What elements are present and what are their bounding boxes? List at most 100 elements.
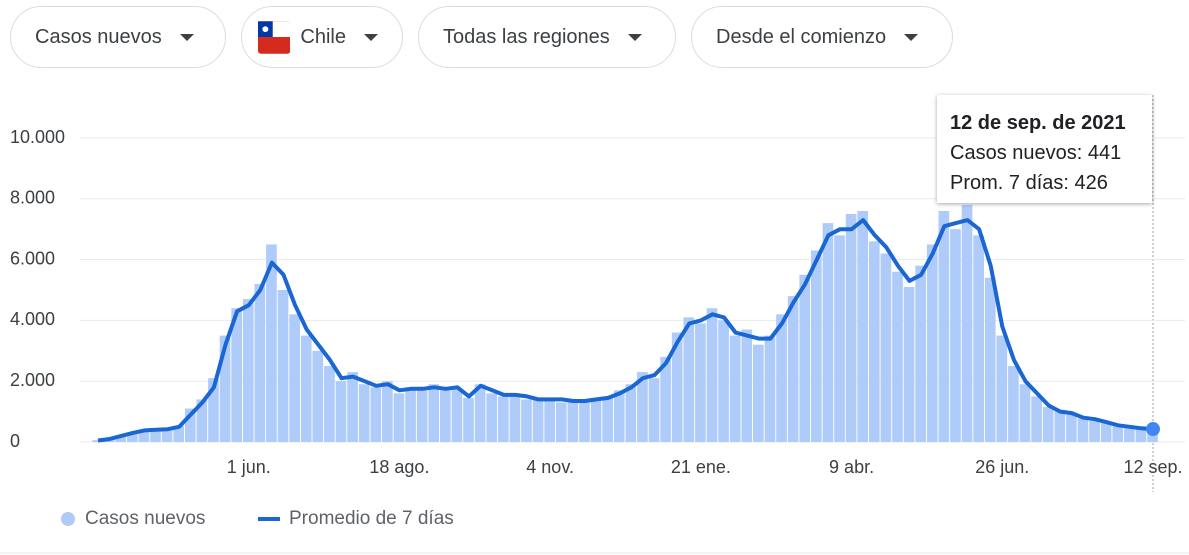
bar [474, 384, 486, 442]
bar [729, 335, 741, 442]
bar [973, 235, 984, 442]
bar [324, 366, 335, 442]
bar [463, 397, 474, 442]
bar [393, 393, 405, 442]
bar [1135, 428, 1147, 442]
bar [544, 400, 556, 442]
bar [1008, 366, 1019, 442]
bar [231, 308, 242, 442]
bar [219, 335, 231, 442]
dropdown-label: Desde el comienzo [716, 25, 887, 48]
x-tick-label: 21 ene. [671, 457, 731, 477]
legend-label: Promedio de 7 días [289, 508, 454, 529]
bar [289, 314, 300, 442]
x-tick-label: 4 nov. [526, 457, 574, 477]
bar [996, 335, 1008, 442]
bar [810, 250, 822, 442]
y-tick-label: 10.000 [10, 127, 65, 147]
bar [335, 381, 347, 442]
bar [880, 253, 892, 442]
bar [834, 235, 845, 442]
bar [1124, 427, 1135, 442]
bar [637, 372, 648, 442]
region-dropdown[interactable]: Todas las regiones [418, 6, 676, 68]
bar [509, 393, 521, 442]
average-line [97, 218, 1154, 443]
bar [706, 308, 718, 442]
bar [416, 390, 428, 442]
bar [961, 204, 973, 442]
bar [1031, 396, 1042, 442]
bar [555, 402, 567, 442]
x-tick-label: 18 ago. [369, 457, 429, 477]
bar [126, 432, 138, 442]
bar [254, 283, 266, 442]
bar [648, 378, 660, 442]
dropdown-arrow [627, 33, 642, 41]
tooltip: 12 de sep. de 2021 Casos nuevos: 441 Pro… [937, 95, 1152, 203]
y-tick-label: 6.000 [10, 248, 55, 268]
bar [787, 296, 799, 442]
bar [521, 399, 532, 442]
dropdown-label: Chile [300, 25, 346, 48]
bar [1042, 407, 1054, 442]
bar [1019, 384, 1031, 442]
bar [266, 244, 277, 442]
bar [984, 277, 996, 442]
legend-marker [61, 512, 75, 526]
bar [150, 430, 161, 442]
x-tick-label: 26 jun. [975, 457, 1029, 477]
y-tick-label: 2.000 [10, 370, 55, 390]
x-tick-label: 1 jun. [227, 457, 271, 477]
country-dropdown[interactable]: Chile [241, 6, 403, 68]
metric-dropdown[interactable]: Casos nuevos [10, 6, 226, 68]
bar [440, 390, 451, 442]
tooltip-row: Prom. 7 días: 426 [950, 168, 1139, 198]
bar [822, 223, 834, 442]
period-dropdown[interactable]: Desde el comienzo [691, 6, 953, 68]
bar [497, 396, 509, 442]
bar [868, 241, 880, 442]
x-tick-label: 12 sep. [1123, 457, 1182, 477]
bar [567, 399, 579, 442]
bar [613, 390, 625, 442]
dropdown-arrow [179, 33, 194, 41]
bar [753, 344, 764, 442]
bar [451, 388, 463, 442]
bar [845, 214, 857, 442]
bar [370, 387, 382, 442]
bar [776, 314, 787, 442]
bar [892, 271, 903, 442]
tooltip-row: Casos nuevos: 441 [950, 138, 1139, 168]
bar [1077, 418, 1089, 442]
bar [671, 332, 683, 442]
bar [382, 381, 393, 442]
dropdown-arrow [904, 33, 919, 41]
bar [358, 384, 370, 442]
bar [1089, 420, 1100, 442]
y-tick-label: 4.000 [10, 309, 55, 329]
bar [1100, 423, 1112, 442]
tooltip-label: Casos nuevos: [950, 142, 1083, 164]
bar [300, 335, 312, 442]
tooltip-value: 441 [1087, 142, 1122, 164]
bar [196, 399, 208, 442]
hover-dot [1146, 422, 1160, 437]
bar [486, 393, 498, 442]
bar [428, 384, 440, 442]
bar [184, 408, 196, 442]
y-tick-label: 0 [10, 431, 20, 451]
bar [242, 299, 254, 442]
flag-icon [258, 20, 291, 54]
bar [695, 323, 706, 442]
bar [764, 335, 776, 442]
x-tick-label: 9 abr. [829, 457, 874, 477]
bar [277, 290, 289, 442]
bar [625, 384, 637, 442]
y-tick-label: 8.000 [10, 188, 55, 208]
bar [1112, 426, 1124, 442]
bar [741, 329, 753, 442]
bar [138, 429, 150, 442]
bar [938, 210, 950, 442]
